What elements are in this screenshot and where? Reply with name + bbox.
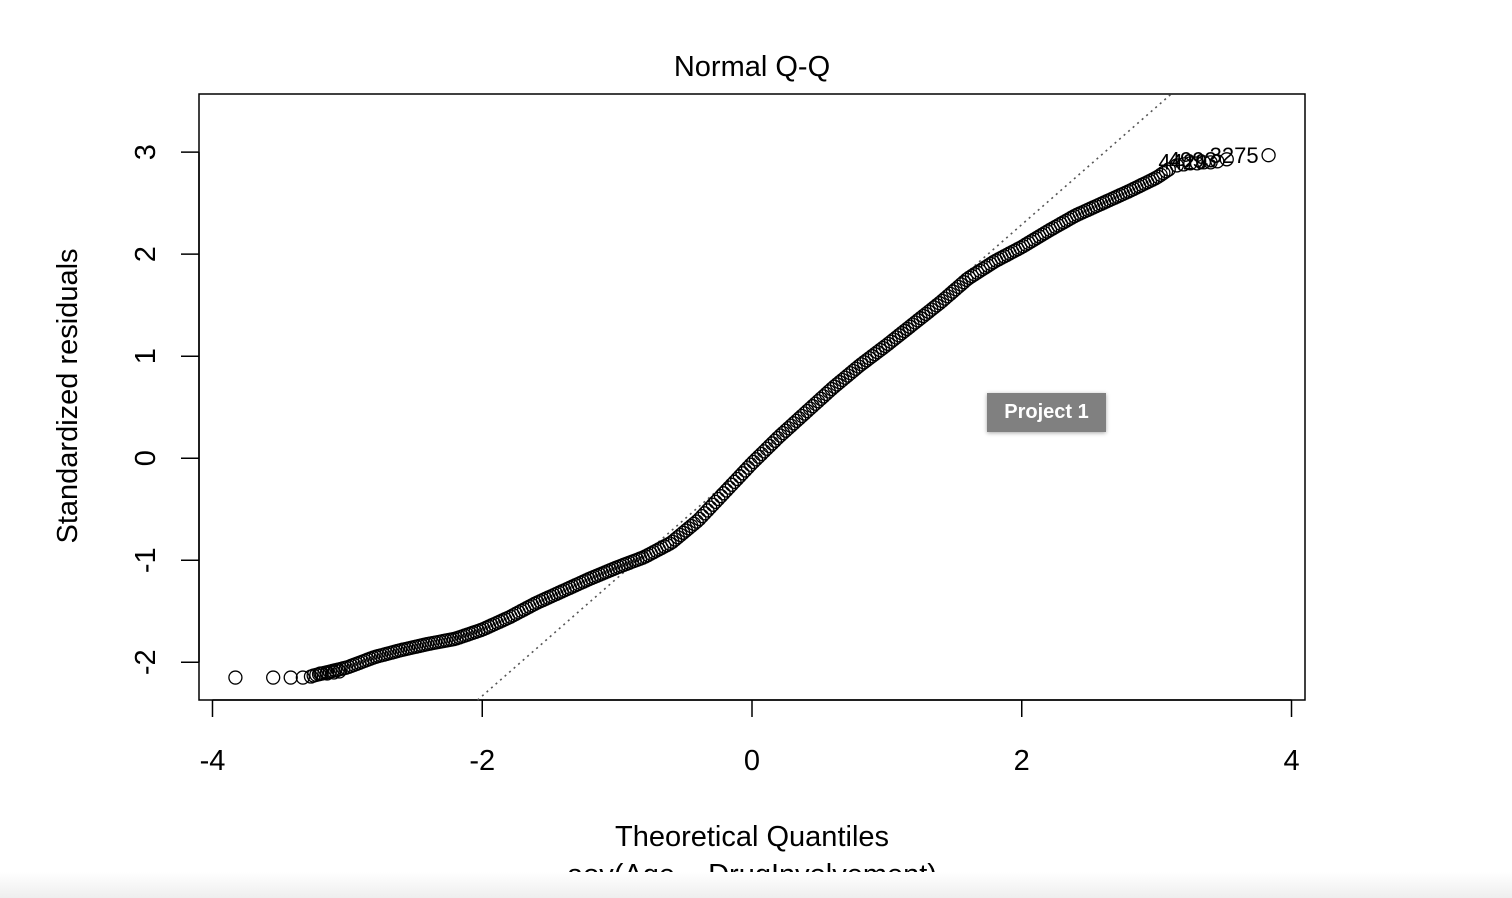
qq-point (805, 399, 820, 414)
qq-point (730, 471, 745, 487)
qq-point (326, 665, 342, 680)
qq-point (943, 286, 958, 302)
qq-point (746, 454, 761, 470)
y-tick-label: 0 (130, 450, 162, 466)
qq-point (1161, 162, 1176, 177)
y-tick-label: 3 (130, 144, 162, 160)
point-label: 3275 (1210, 143, 1259, 168)
qq-point (765, 436, 780, 451)
qq-point (821, 384, 837, 399)
qq-point (940, 289, 955, 304)
point-label: 4429 (1158, 149, 1207, 174)
qq-point (719, 483, 734, 498)
qq-point (697, 506, 712, 521)
y-axis-label: Standardized residuals (52, 248, 84, 543)
qq-point (789, 413, 804, 429)
qq-point (713, 489, 729, 504)
data-points (228, 148, 1276, 685)
qq-point (783, 418, 799, 433)
qq-point (1158, 164, 1174, 179)
window-bottom-edge (0, 872, 1512, 898)
qq-point (743, 457, 758, 472)
qq-point (692, 511, 707, 527)
qq-point (708, 494, 723, 510)
qq-point (819, 386, 834, 402)
qq-point (332, 664, 347, 679)
qq-point (951, 279, 966, 295)
x-tick-label: 2 (1014, 745, 1030, 777)
y-tick-label: -1 (130, 547, 162, 573)
qq-point (705, 497, 721, 512)
qq-point (1210, 154, 1225, 169)
qq-point (775, 425, 791, 441)
y-tick-label: 2 (130, 246, 162, 262)
qq-point (740, 460, 756, 475)
project-tooltip: Project 1 (987, 393, 1106, 432)
qq-point (703, 500, 718, 515)
qq-point (937, 291, 953, 306)
qq-point (810, 394, 826, 409)
qq-point (738, 463, 753, 478)
qq-point (770, 430, 785, 446)
qq-point (1169, 158, 1185, 173)
qq-point (808, 396, 823, 411)
qq-point (802, 401, 818, 416)
qq-point (813, 391, 828, 406)
qq-point (716, 486, 731, 501)
x-tick-label: 4 (1283, 745, 1299, 777)
qq-point (767, 433, 783, 448)
qq-point (266, 670, 281, 685)
x-tick-label: -4 (200, 745, 226, 777)
qq-point (781, 421, 796, 436)
qq-point (686, 516, 702, 531)
qq-point (751, 449, 766, 464)
point-label: 4993 (1168, 147, 1217, 172)
qq-point (727, 474, 742, 490)
qq-point (754, 446, 769, 462)
qq-point (935, 293, 950, 309)
qq-point (724, 477, 739, 492)
qq-point (732, 469, 748, 484)
qq-point (721, 480, 737, 495)
qq-point (786, 416, 801, 431)
qq-point (303, 669, 319, 684)
qq-point (748, 452, 764, 467)
qq-point (684, 518, 699, 534)
y-tick-label: -2 (130, 649, 162, 675)
qq-point (792, 411, 807, 426)
qq-point (711, 491, 726, 507)
x-tick-label: -2 (469, 745, 495, 777)
qq-point (797, 406, 812, 421)
qq-point (283, 670, 298, 685)
qq-point (945, 284, 961, 299)
qq-point (778, 423, 793, 438)
chart-title: Normal Q-Q (674, 51, 830, 83)
qq-point (1219, 152, 1234, 167)
qq-point (700, 503, 715, 518)
qq-point (773, 428, 788, 443)
x-tick-label: 0 (744, 745, 760, 777)
qq-point (1261, 148, 1276, 163)
qq-point (694, 509, 710, 524)
qq-point (295, 670, 311, 685)
qq-point (1203, 155, 1218, 170)
qq-point (759, 441, 774, 456)
qq-point (735, 466, 750, 481)
qq-point (800, 403, 815, 419)
qq-point (948, 282, 963, 297)
qq-point (794, 408, 810, 424)
y-axis: -2 -1 0 1 2 3 (130, 144, 200, 675)
qq-point (762, 438, 777, 454)
qq-point (816, 389, 831, 404)
x-axis: -4 -2 0 2 4 (200, 699, 1300, 777)
qq-point (228, 670, 243, 685)
y-tick-label: 1 (130, 348, 162, 364)
qq-point (689, 514, 704, 529)
x-axis-label: Theoretical Quantiles (615, 821, 889, 853)
qq-point (756, 444, 772, 459)
